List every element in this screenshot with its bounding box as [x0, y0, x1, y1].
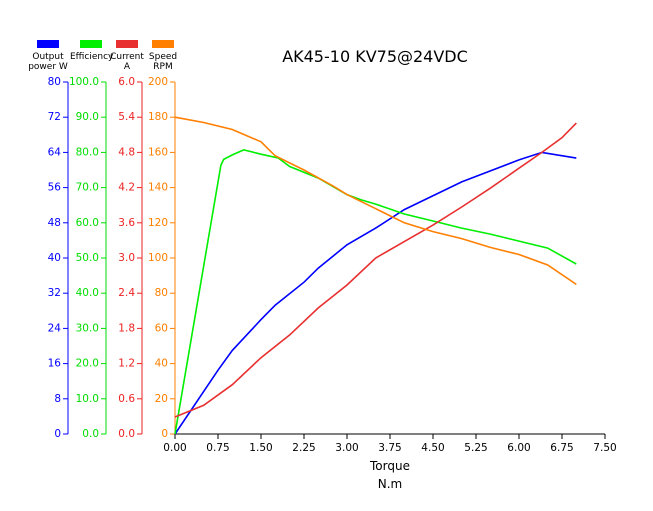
y-tick-label: 60.0: [76, 217, 99, 229]
y-tick-label: 5.4: [118, 111, 135, 123]
x-tick-label: 2.25: [292, 442, 315, 454]
y-tick-label: 200: [148, 76, 168, 88]
x-tick-label: 5.25: [464, 442, 487, 454]
x-tick-label: 4.50: [421, 442, 444, 454]
x-tick-label: 6.00: [507, 442, 530, 454]
y-tick-label: 120: [148, 217, 168, 229]
y-tick-label: 20.0: [76, 358, 99, 370]
y-tick-label: 72: [48, 111, 61, 123]
y-tick-label: 24: [48, 322, 62, 334]
legend-label: Efficiency: [70, 52, 114, 62]
y-tick-label: 90.0: [76, 111, 99, 123]
legend-label: Current A: [110, 52, 144, 72]
y-tick-label: 8: [54, 393, 61, 405]
y-tick-label: 56: [48, 182, 62, 194]
series-line: [174, 122, 577, 418]
x-tick-label: 0.75: [206, 442, 229, 454]
x-tick-label: 3.00: [335, 442, 358, 454]
legend-label: Speed RPM: [148, 52, 178, 72]
y-tick-label: 32: [48, 287, 61, 299]
legend-swatch: [80, 40, 102, 48]
y-tick-label: 64: [48, 146, 62, 158]
y-tick-label: 40: [48, 252, 61, 264]
y-tick-label: 48: [48, 217, 61, 229]
x-tick-label: 1.50: [249, 442, 272, 454]
y-tick-label: 80: [48, 76, 61, 88]
y-tick-label: 80.0: [76, 146, 99, 158]
x-tick-label: 6.75: [550, 442, 573, 454]
x-tick-label: 7.50: [593, 442, 616, 454]
y-tick-label: 0.0: [118, 428, 135, 440]
x-axis-label: Torque: [370, 459, 410, 473]
chart-title: AK45-10 KV75@24VDC: [282, 47, 468, 66]
y-tick-label: 3.0: [118, 252, 135, 264]
y-tick-label: 0.6: [118, 393, 135, 405]
y-tick-label: 70.0: [76, 182, 99, 194]
y-tick-label: 2.4: [118, 287, 135, 299]
series-line: [174, 116, 577, 286]
x-tick-label: 0.00: [163, 442, 186, 454]
series-line: [174, 149, 577, 435]
y-tick-label: 40.0: [76, 287, 99, 299]
y-tick-label: 160: [148, 146, 168, 158]
y-tick-label: 1.8: [118, 322, 135, 334]
y-tick-label: 0.0: [82, 428, 99, 440]
y-tick-label: 180: [148, 111, 168, 123]
series-line: [174, 151, 577, 435]
y-tick-label: 100: [148, 252, 168, 264]
y-tick-label: 140: [148, 182, 168, 194]
y-tick-label: 80: [155, 287, 168, 299]
legend-label: Output power W: [28, 52, 68, 72]
legend-swatch: [116, 40, 138, 48]
y-tick-label: 0: [54, 428, 61, 440]
y-tick-label: 20: [155, 393, 168, 405]
y-tick-label: 1.2: [118, 358, 135, 370]
y-tick-label: 0: [161, 428, 168, 440]
y-tick-label: 60: [155, 322, 168, 334]
x-axis-unit: N.m: [377, 477, 403, 491]
y-tick-label: 4.8: [118, 146, 135, 158]
legend-swatch: [152, 40, 174, 48]
legend-swatch: [37, 40, 59, 48]
y-tick-label: 50.0: [76, 252, 99, 264]
y-tick-label: 3.6: [118, 217, 135, 229]
y-tick-label: 10.0: [76, 393, 99, 405]
y-tick-label: 30.0: [76, 322, 99, 334]
x-tick-label: 3.75: [378, 442, 401, 454]
y-tick-label: 4.2: [118, 182, 135, 194]
y-tick-label: 40: [155, 358, 168, 370]
y-tick-label: 6.0: [118, 76, 135, 88]
y-tick-label: 100.0: [69, 76, 99, 88]
y-tick-label: 16: [48, 358, 62, 370]
